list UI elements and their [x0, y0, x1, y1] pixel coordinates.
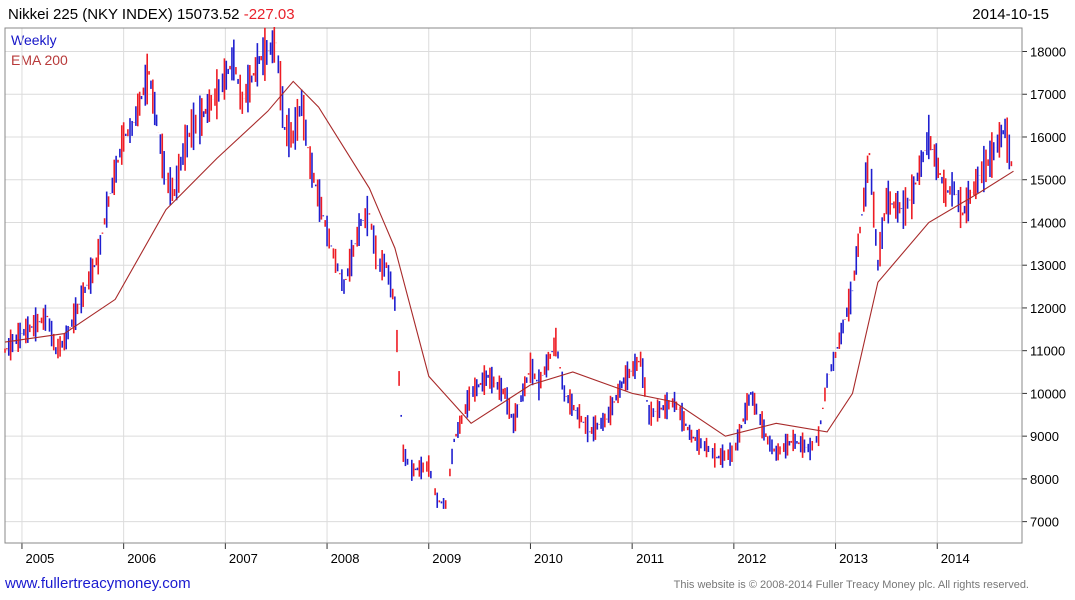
legend-ema: EMA 200 [11, 52, 68, 68]
ema-200-line [4, 80, 1014, 437]
y-tick-label: 13000 [1030, 258, 1066, 273]
y-tick-label: 15000 [1030, 173, 1066, 188]
y-tick-label: 14000 [1030, 215, 1066, 230]
y-tick-label: 12000 [1030, 301, 1066, 316]
y-tick-label: 9000 [1030, 429, 1059, 444]
x-tick-label: 2008 [331, 551, 360, 566]
y-tick-label: 18000 [1030, 45, 1066, 60]
x-tick-label: 2005 [25, 551, 54, 566]
x-tick-label: 2010 [534, 551, 563, 566]
x-tick-label: 2007 [229, 551, 258, 566]
copyright-notice: This website is © 2008-2014 Fuller Treac… [673, 579, 1029, 591]
last-price: 15073.52 [176, 6, 240, 23]
grid [5, 28, 1022, 543]
y-tick-label: 7000 [1030, 515, 1059, 530]
y-tick-label: 10000 [1030, 386, 1066, 401]
y-tick-label: 11000 [1030, 344, 1065, 359]
y-tick-label: 17000 [1030, 87, 1066, 102]
x-tick-label: 2013 [839, 551, 868, 566]
x-tick-label: 2006 [127, 551, 156, 566]
price-change: -227.03 [243, 6, 295, 23]
weekly-bars [4, 27, 1013, 509]
x-tick-label: 2012 [737, 551, 766, 566]
y-tick-label: 8000 [1030, 472, 1059, 487]
plot-frame [4, 27, 1023, 544]
y-tick-label: 16000 [1030, 130, 1066, 145]
chart-date: 2014-10-15 [972, 6, 1049, 23]
chart-title: Nikkei 225 (NKY INDEX) 15073.52 -227.03 [8, 6, 295, 23]
x-tick-label: 2009 [432, 551, 461, 566]
website-link[interactable]: www.fullertreacymoney.com [5, 575, 191, 592]
x-tick-label: 2014 [941, 551, 970, 566]
index-name: Nikkei 225 (NKY INDEX) [8, 6, 173, 23]
x-tick-label: 2011 [636, 551, 664, 566]
